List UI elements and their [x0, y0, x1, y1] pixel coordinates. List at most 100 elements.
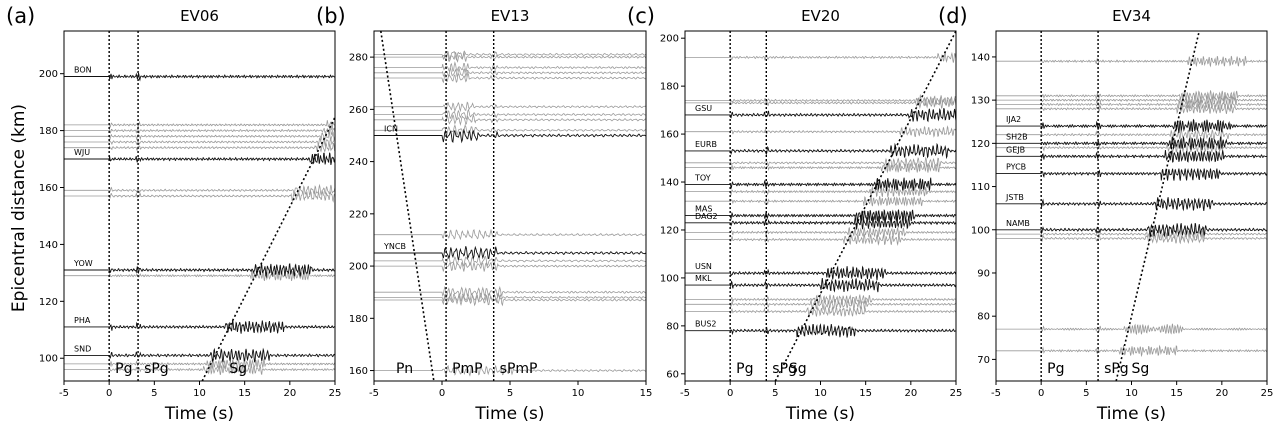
station-label-dag2: DAG2 — [695, 212, 718, 221]
panel-title: EV06 — [180, 7, 219, 25]
station-trace-ija2 — [996, 120, 1267, 133]
x-tick-label: 0 — [106, 388, 112, 399]
x-tick-label: 25 — [1261, 388, 1274, 399]
grey-trace — [996, 56, 1267, 66]
y-tick-label: 200 — [39, 69, 58, 80]
y-tick-label: 60 — [666, 369, 679, 380]
y-tick-label: 100 — [660, 273, 679, 284]
y-tick-label: 240 — [349, 157, 368, 168]
station-label-eurb: EURB — [695, 140, 717, 149]
panel-ev06: BONWJUYOWPHASNDPg sPg Sg-5 0 5 10 15 20 25100120… — [6, 4, 378, 424]
y-tick-label: 160 — [660, 130, 679, 141]
grey-trace — [374, 102, 646, 111]
grey-trace — [374, 287, 646, 297]
phase-label-pg: Pg — [115, 361, 132, 377]
plot-area — [996, 31, 1267, 381]
station-trace-yow — [64, 264, 335, 277]
x-axis-label: Time (s) — [474, 404, 544, 424]
y-tick-label: 160 — [39, 183, 58, 194]
panel-title: EV13 — [491, 7, 530, 25]
station-trace-wju — [64, 153, 335, 165]
grey-trace — [64, 132, 335, 141]
grey-trace — [685, 228, 956, 238]
y-tick-label: 120 — [971, 139, 990, 150]
phase-label-pmp: PmP — [452, 361, 483, 377]
y-tick-label: 90 — [977, 268, 990, 279]
x-tick-label: 15 — [859, 388, 872, 399]
phase-label-spg: sPg — [1104, 361, 1129, 377]
grey-trace — [374, 115, 646, 124]
grey-trace — [685, 306, 956, 317]
station-label-snd: SND — [74, 344, 91, 353]
y-tick-label: 100 — [39, 354, 58, 365]
panel-title: EV34 — [1112, 7, 1151, 25]
station-trace-yncb — [374, 246, 646, 260]
phase-label-sg: Sg — [229, 361, 247, 377]
grey-trace — [685, 95, 956, 105]
x-tick-label: 0 — [439, 388, 445, 399]
grey-trace — [64, 364, 335, 375]
y-tick-label: 110 — [971, 182, 990, 193]
station-trace-jstb — [996, 197, 1267, 211]
station-trace-gsu — [685, 108, 956, 121]
x-tick-label: 25 — [950, 388, 963, 399]
station-label-mkl: MKL — [695, 274, 712, 283]
grey-trace — [64, 120, 335, 130]
station-label-pha: PHA — [74, 316, 91, 325]
y-tick-label: 220 — [349, 209, 368, 220]
x-tick-label: 15 — [1170, 388, 1183, 399]
plot-area — [374, 31, 646, 381]
grey-trace — [374, 256, 646, 266]
grey-trace — [374, 110, 646, 120]
station-label-jstb: JSTB — [1005, 193, 1024, 202]
grey-trace — [374, 230, 646, 239]
y-tick-label: 130 — [971, 96, 990, 107]
y-tick-label: 140 — [660, 178, 679, 189]
station-label-yow: YOW — [73, 259, 93, 268]
station-label-wju: WJU — [74, 148, 90, 157]
grey-trace — [685, 127, 956, 137]
station-label-toy: TOY — [694, 173, 711, 182]
grey-trace — [685, 196, 956, 206]
y-tick-label: 160 — [349, 366, 368, 377]
x-tick-label: 10 — [1125, 388, 1138, 399]
moveout-line-sg — [775, 31, 956, 381]
grey-trace — [374, 295, 646, 305]
panel-ev34: IJA2 SH2B GEJB PYCB JSTB NAMB Pg sPg Sg -5 0 5 10 15 2… — [938, 4, 1273, 424]
station-label-sh2b: SH2B — [1006, 132, 1028, 141]
y-tick-label: 180 — [39, 126, 58, 137]
grey-trace — [996, 346, 1267, 356]
station-trace-mkl — [685, 278, 956, 292]
y-tick-label: 280 — [349, 53, 368, 64]
x-tick-label: 15 — [238, 388, 251, 399]
x-axis-label: Time (s) — [164, 404, 234, 424]
station-trace-gejb — [996, 150, 1267, 162]
x-tick-label: 5 — [507, 388, 513, 399]
panel-letter: (c) — [627, 4, 655, 28]
station-trace-pycb — [996, 169, 1267, 181]
y-tick-label: 260 — [349, 105, 368, 116]
phase-label-pn: Pn — [396, 361, 413, 377]
station-label-gsu: GSU — [695, 104, 712, 113]
plot-area — [64, 31, 378, 381]
y-tick-label: 180 — [660, 82, 679, 93]
grey-trace — [374, 262, 646, 271]
grey-trace — [374, 293, 646, 302]
panel-letter: (a) — [6, 4, 35, 28]
grey-trace — [374, 63, 646, 72]
phase-label-pg: Pg — [1047, 361, 1064, 377]
y-tick-label: 200 — [349, 262, 368, 273]
x-tick-label: 20 — [1215, 388, 1228, 399]
y-tick-label: 100 — [971, 225, 990, 236]
y-tick-label: 140 — [39, 240, 58, 251]
x-tick-label: 5 — [151, 388, 157, 399]
grey-trace — [685, 294, 956, 304]
phase-label-spg: sPg — [144, 361, 169, 377]
x-tick-label: 5 — [772, 388, 778, 399]
station-label-usn: USN — [695, 262, 712, 271]
y-tick-label: 80 — [666, 321, 679, 332]
grey-trace — [685, 98, 956, 108]
x-tick-label: 0 — [1038, 388, 1044, 399]
grey-trace — [996, 104, 1267, 114]
